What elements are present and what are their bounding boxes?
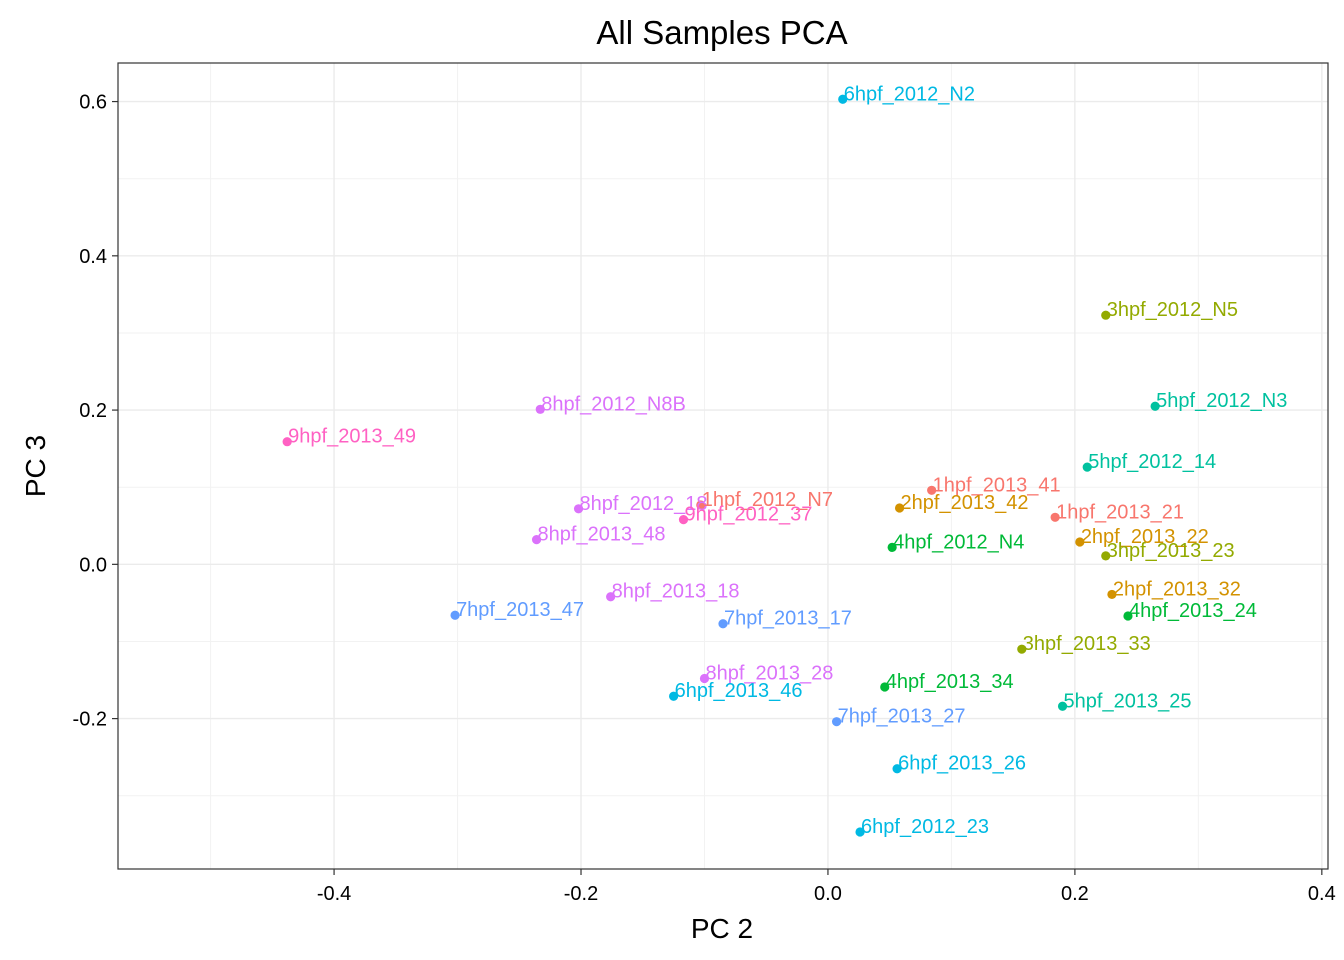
point-label: 9hpf_2013_49	[288, 426, 416, 448]
data-point	[1123, 611, 1133, 621]
point-label: 6hpf_2013_46	[675, 680, 803, 702]
y-tick-label: 0.6	[79, 92, 107, 114]
data-points	[282, 94, 1160, 837]
y-tick-label: 0.2	[79, 400, 107, 422]
data-point	[1150, 401, 1160, 411]
data-point	[1082, 462, 1092, 472]
plot-panel-border	[117, 62, 1329, 870]
data-point	[880, 682, 890, 692]
point-labels: 6hpf_2012_N2 3hpf_2012_N5 5hpf_2012_N3 8hpf…	[288, 83, 1287, 838]
point-label: 8hpf_2013_28	[705, 662, 833, 684]
data-point	[535, 404, 545, 414]
point-label: 7hpf_2013_27	[838, 706, 966, 728]
data-point	[1057, 701, 1068, 711]
point-label: 2hpf_2013_42	[901, 492, 1029, 514]
data-point	[892, 764, 902, 774]
data-point	[718, 619, 728, 629]
point-label: 6hpf_2013_26	[898, 753, 1026, 775]
point-label: 4hpf_2012_N4	[893, 531, 1024, 553]
y-tick-label: -0.2	[73, 709, 107, 731]
point-label: 1hpf_2013_21	[1056, 501, 1184, 523]
data-point	[927, 485, 937, 495]
point-label: 5hpf_2013_25	[1064, 690, 1192, 712]
data-point	[1075, 537, 1085, 547]
data-point	[838, 94, 848, 104]
x-tick-label: 0.4	[1308, 883, 1336, 905]
point-label: 4hpf_2013_34	[886, 671, 1014, 693]
data-point	[573, 504, 584, 514]
data-point	[1107, 589, 1117, 600]
point-label: 5hpf_2012_14	[1088, 451, 1216, 473]
point-label: 6hpf_2012_23	[861, 816, 989, 838]
point-label: 1hpf_2013_41	[933, 474, 1061, 496]
y-axis-title: PC 3	[20, 435, 51, 497]
plot-panel-background	[118, 63, 1328, 869]
y-tick-label: 0.0	[79, 554, 107, 576]
point-label: 4hpf_2013_24	[1129, 600, 1257, 622]
x-tick-label: -0.4	[317, 883, 351, 905]
point-label: 3hpf_2013_23	[1107, 540, 1235, 562]
data-point	[699, 673, 710, 684]
x-tick-label: 0.0	[814, 883, 842, 905]
point-label: 8hpf_2012_N8B	[541, 393, 686, 415]
major-gridlines	[118, 63, 1328, 869]
data-point	[1101, 551, 1111, 561]
data-point	[887, 542, 897, 552]
point-label: 8hpf_2013_18	[612, 581, 740, 603]
point-label: 7hpf_2013_17	[724, 608, 852, 630]
point-label: 1hpf_2012_N7	[702, 489, 833, 511]
data-point	[606, 592, 616, 602]
point-label: 7hpf_2013_47	[456, 599, 584, 621]
data-point	[696, 500, 706, 510]
point-label: 8hpf_2012_18	[580, 493, 708, 515]
point-label: 2hpf_2013_22	[1081, 526, 1209, 548]
data-point	[1017, 644, 1027, 654]
data-point	[855, 827, 865, 837]
point-label: 8hpf_2013_48	[538, 524, 666, 546]
point-label: 3hpf_2013_33	[1023, 633, 1151, 655]
data-point	[1050, 512, 1060, 522]
x-tick-label: 0.2	[1061, 883, 1089, 905]
point-label: 5hpf_2012_N3	[1156, 390, 1287, 412]
point-label: 3hpf_2012_N5	[1107, 299, 1238, 321]
minor-gridlines	[118, 63, 1328, 869]
point-label: 2hpf_2013_32	[1113, 578, 1241, 600]
data-point	[450, 610, 460, 620]
chart-title: All Samples PCA	[596, 14, 847, 51]
point-label: 6hpf_2012_N2	[844, 83, 975, 105]
y-tick-label: 0.4	[79, 246, 107, 268]
x-tick-label: -0.2	[564, 883, 598, 905]
y-axis-ticks: -0.2 0.0 0.2 0.4 0.6	[73, 92, 118, 731]
point-label: 9hpf_2012_37	[684, 504, 812, 526]
data-point	[531, 535, 542, 545]
data-point	[1101, 310, 1111, 320]
data-point	[678, 515, 689, 525]
data-point	[831, 717, 842, 727]
x-axis-ticks: -0.4 -0.2 0.0 0.2 0.4	[317, 869, 1336, 905]
data-point	[669, 691, 679, 701]
x-axis-title: PC 2	[691, 913, 753, 944]
data-point	[894, 503, 905, 513]
data-point	[282, 437, 292, 447]
